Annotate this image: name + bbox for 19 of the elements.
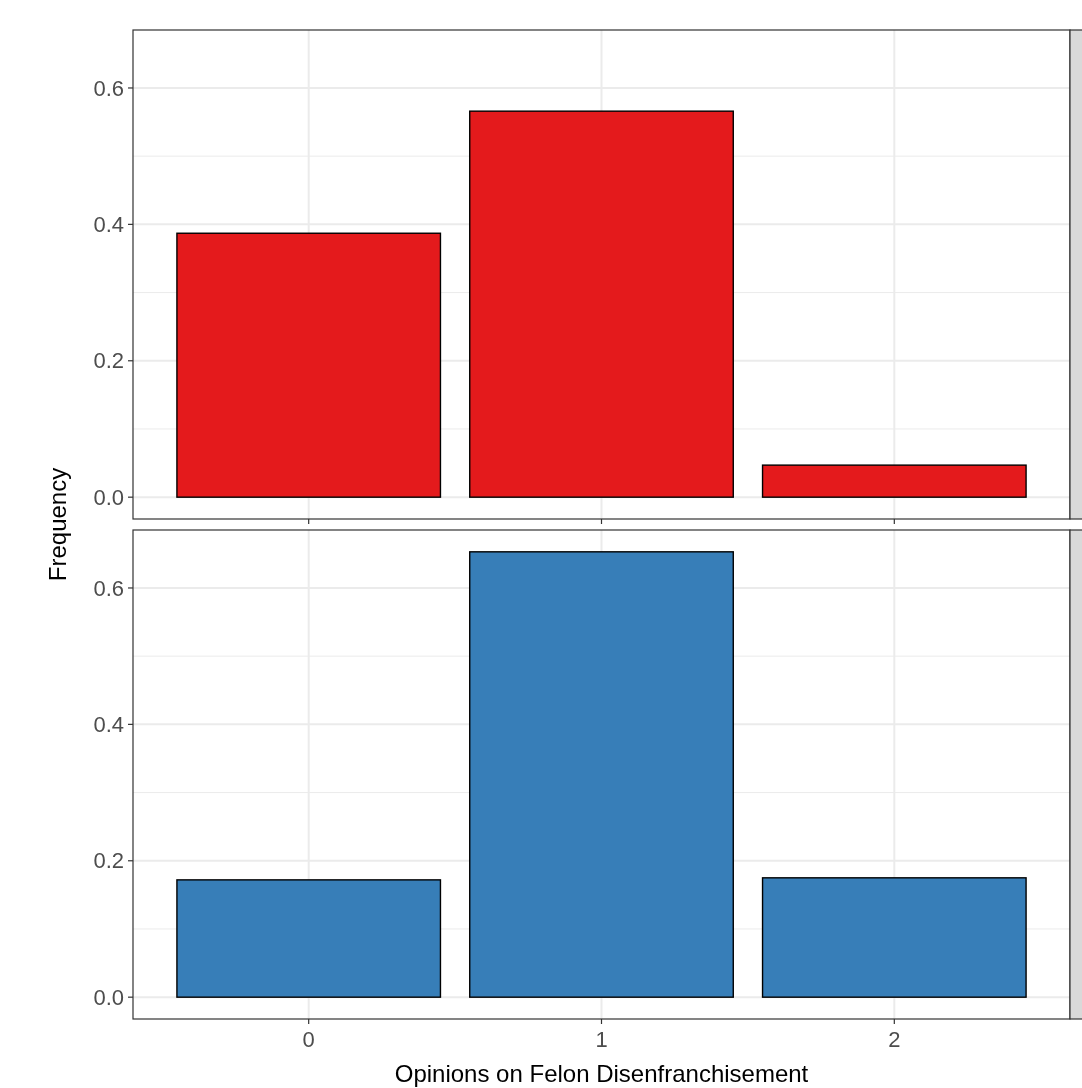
y-tick-label: 0.2 [93, 848, 124, 874]
y-tick-label: 0.6 [93, 575, 124, 601]
x-tick-label: 1 [595, 1027, 608, 1052]
y-tick-label: 0.0 [93, 484, 124, 510]
y-axis-title: Frequency [44, 467, 71, 582]
bar [176, 232, 442, 498]
y-tick-label: 0.4 [93, 712, 124, 738]
x-axis-title: Opinions on Felon Disenfranchisement [394, 1060, 809, 1087]
bar [469, 551, 734, 998]
bar [761, 877, 1027, 998]
bar [469, 110, 734, 498]
y-tick-label: 0.6 [93, 75, 124, 101]
bar [761, 464, 1027, 498]
y-tick-label: 0.4 [93, 212, 124, 238]
x-tick-label: 2 [888, 1027, 901, 1052]
y-tick-label: 0.2 [93, 348, 124, 374]
bar [176, 879, 442, 998]
y-tick-label: 0.0 [93, 984, 124, 1010]
x-tick-label: 0 [302, 1027, 315, 1052]
